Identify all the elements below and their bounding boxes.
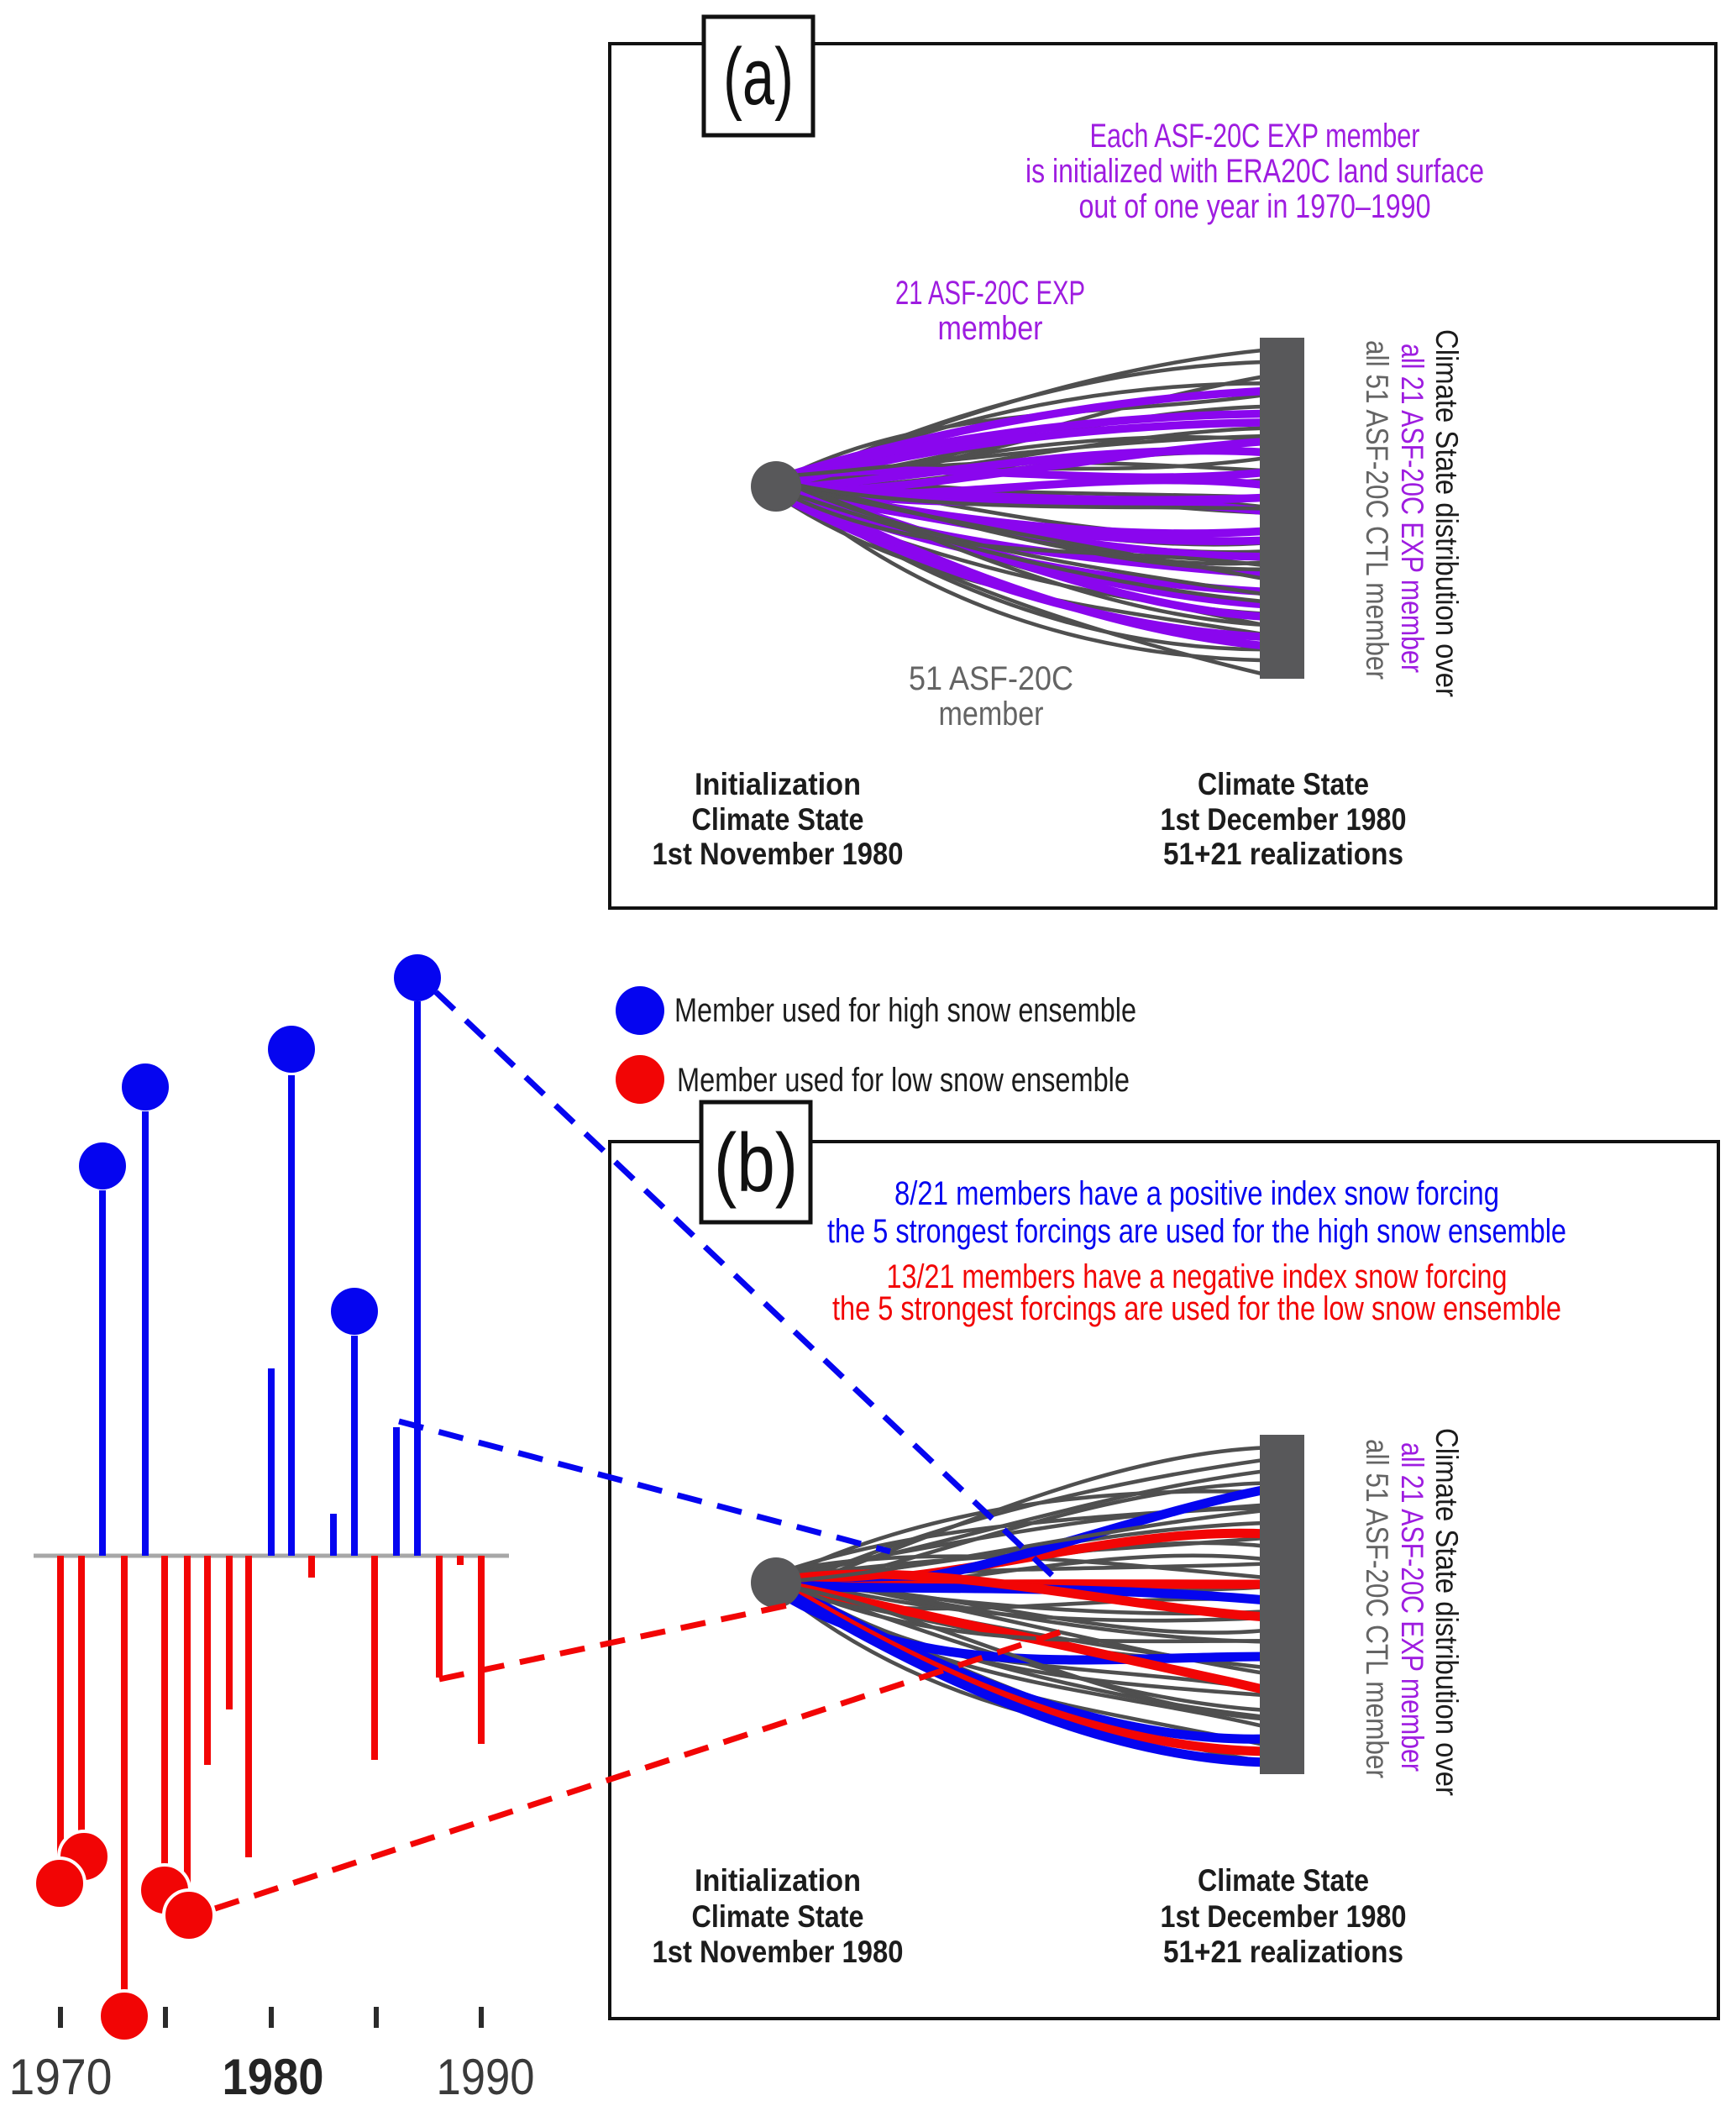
svg-text:1st November 1980: 1st November 1980 — [653, 1935, 904, 1969]
svg-text:1st December 1980: 1st December 1980 — [1161, 802, 1407, 837]
svg-text:(a): (a) — [723, 32, 794, 122]
svg-text:13/21 members have a negative: 13/21 members have a negative index snow… — [887, 1258, 1508, 1295]
svg-text:Initialization: Initialization — [695, 767, 861, 801]
svg-text:1970: 1970 — [9, 2049, 113, 2105]
svg-text:Climate State distribution ove: Climate State distribution over — [1429, 1428, 1464, 1796]
svg-text:51+21 realizations: 51+21 realizations — [1163, 837, 1403, 871]
svg-text:all 21 ASF-20C EXP member: all 21 ASF-20C EXP member — [1395, 344, 1429, 673]
svg-text:Climate State: Climate State — [1198, 767, 1369, 801]
svg-text:(b): (b) — [714, 1116, 798, 1209]
svg-text:1990: 1990 — [437, 2049, 535, 2105]
svg-text:1st December 1980: 1st December 1980 — [1161, 1899, 1407, 1934]
svg-text:51+21 realizations: 51+21 realizations — [1163, 1935, 1403, 1969]
svg-text:member: member — [938, 310, 1043, 347]
svg-text:1980: 1980 — [223, 2049, 324, 2105]
svg-text:Member used for high snow ense: Member used for high snow ensemble — [674, 992, 1136, 1029]
svg-text:Climate State: Climate State — [692, 1899, 864, 1934]
svg-text:21 ASF-20C EXP: 21 ASF-20C EXP — [895, 275, 1085, 312]
svg-text:out of one year in 1970–1990: out of one year in 1970–1990 — [1079, 188, 1431, 225]
svg-text:the 5 strongest forcings are u: the 5 strongest forcings are used for th… — [832, 1290, 1561, 1327]
svg-text:Member used for low snow ensem: Member used for low snow ensemble — [677, 1062, 1130, 1099]
svg-text:Climate State: Climate State — [692, 802, 864, 837]
svg-text:all 21 ASF-20C EXP member: all 21 ASF-20C EXP member — [1395, 1442, 1429, 1772]
svg-text:Each ASF-20C EXP member: Each ASF-20C EXP member — [1090, 118, 1420, 155]
svg-text:Initialization: Initialization — [695, 1863, 861, 1898]
svg-text:51 ASF-20C: 51 ASF-20C — [909, 660, 1073, 697]
svg-text:1st November 1980: 1st November 1980 — [653, 837, 904, 871]
svg-text:Climate State distribution ove: Climate State distribution over — [1429, 329, 1464, 697]
svg-text:8/21 members have a positive i: 8/21 members have a positive index snow … — [894, 1175, 1499, 1212]
svg-text:all 51 ASF-20C CTL member: all 51 ASF-20C CTL member — [1360, 1439, 1394, 1778]
svg-text:member: member — [939, 696, 1044, 733]
svg-text:all 51 ASF-20C CTL member: all 51 ASF-20C CTL member — [1360, 340, 1394, 680]
svg-text:the 5 strongest forcings are u: the 5 strongest forcings are used for th… — [827, 1213, 1566, 1250]
svg-text:is initialized with ERA20C lan: is initialized with ERA20C land surface — [1025, 153, 1484, 190]
svg-text:Climate State: Climate State — [1198, 1863, 1369, 1898]
